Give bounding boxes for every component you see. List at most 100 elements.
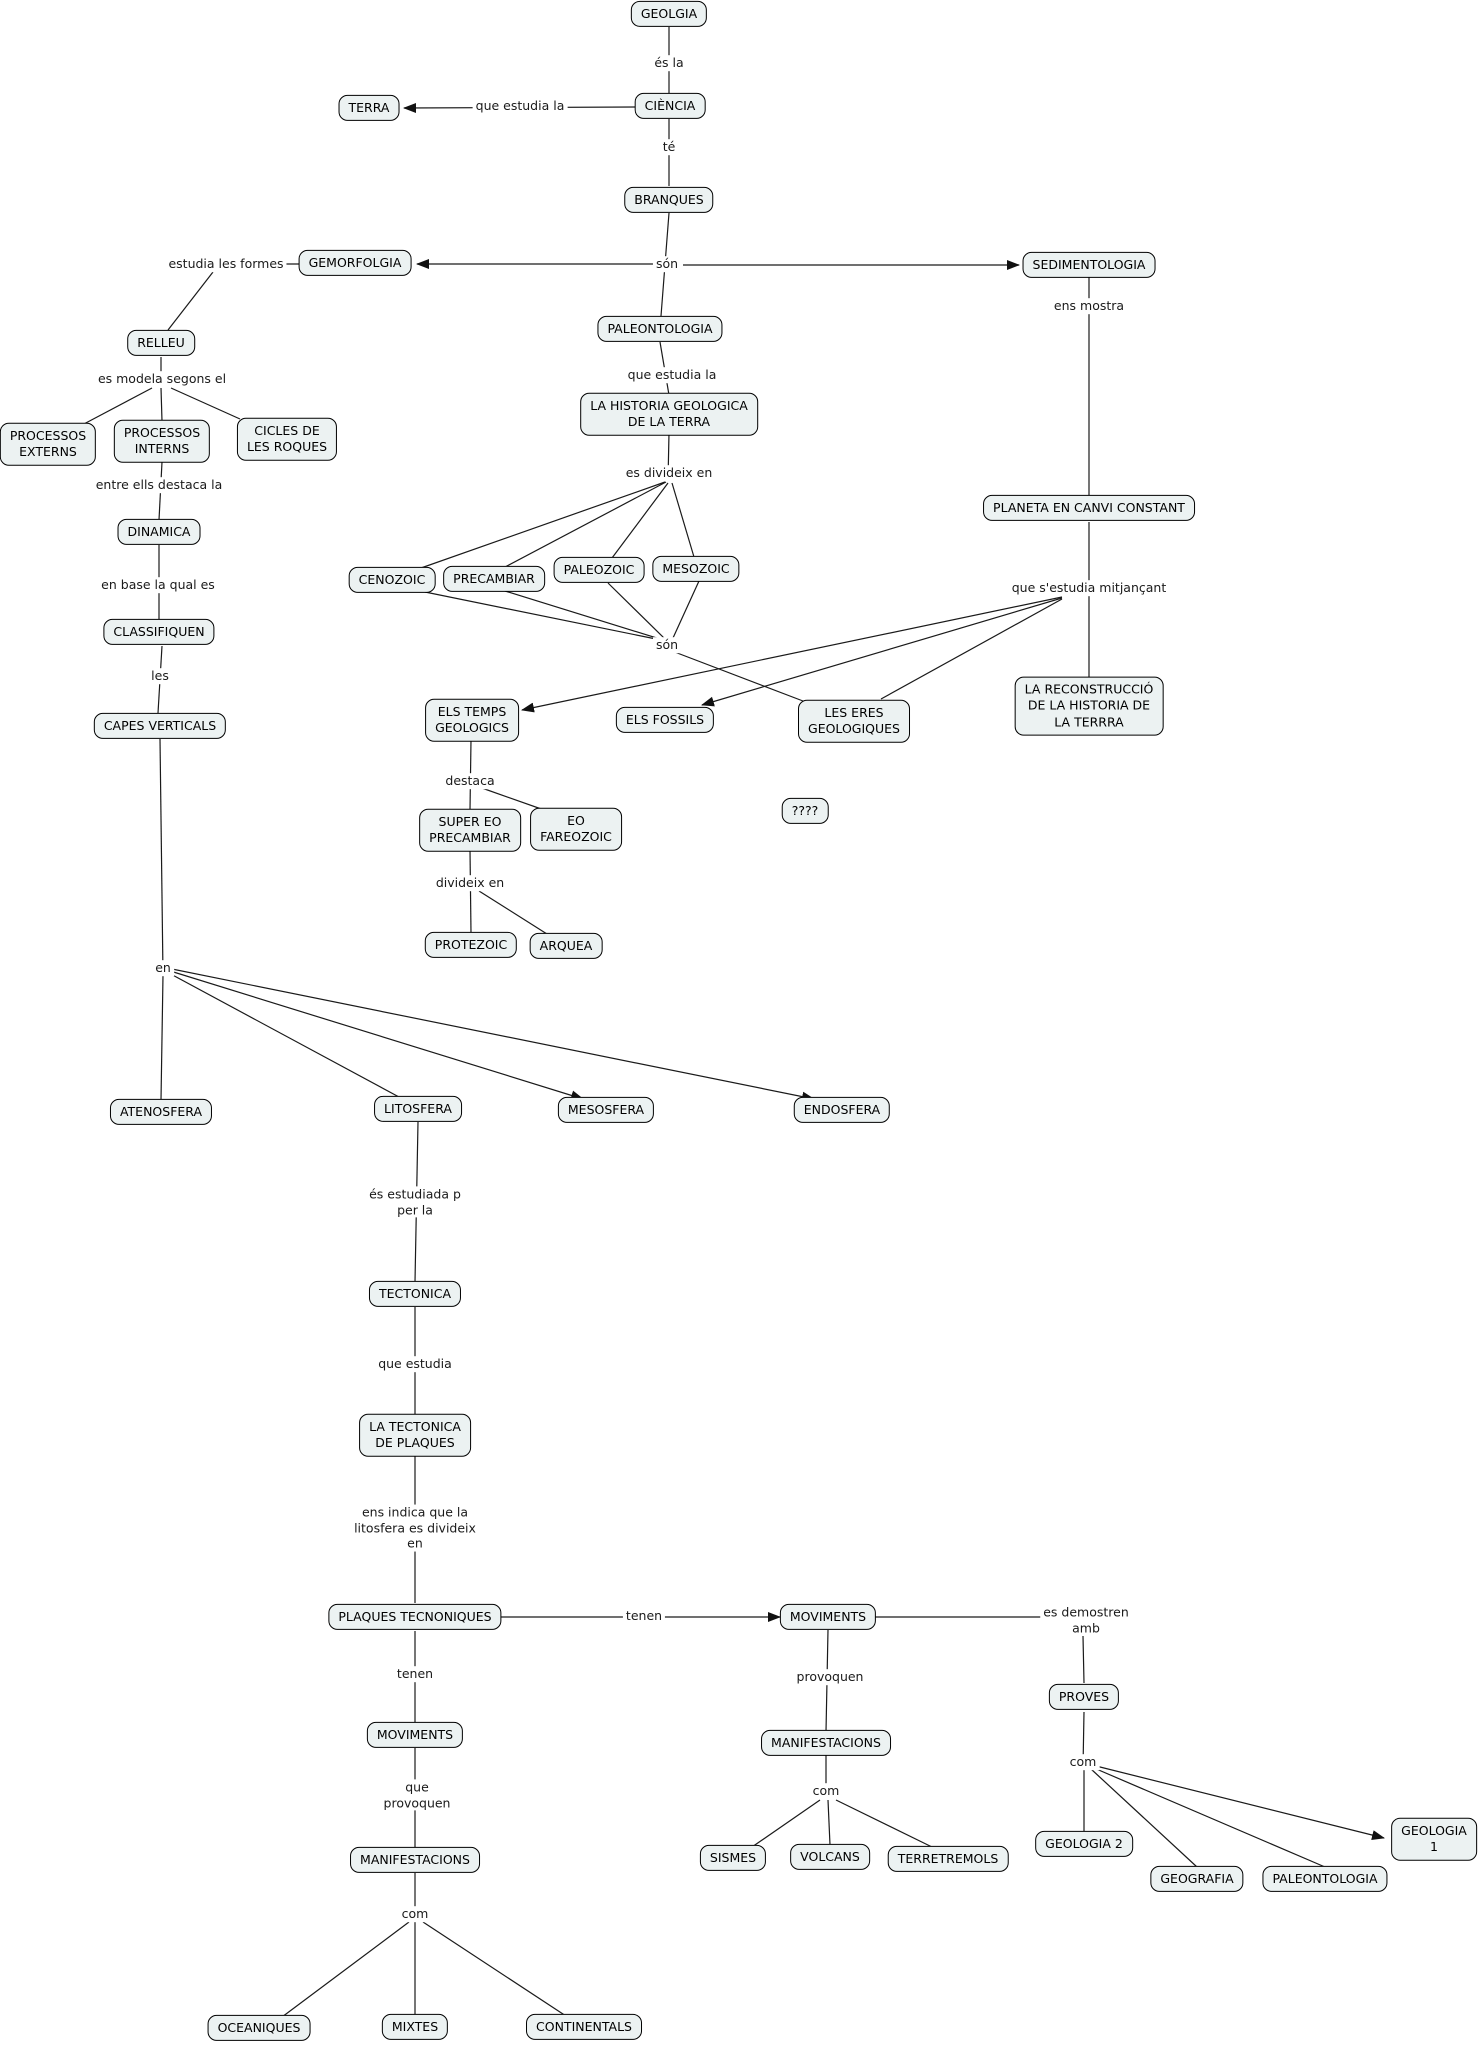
edge-label-en[interactable]: en [152, 960, 174, 976]
node-geolgia[interactable]: GEOLGIA [630, 0, 708, 28]
edge-line [701, 597, 1063, 707]
node-geografia[interactable]: GEOGRAFIA [1150, 1865, 1244, 1893]
edge-label-divideix-en[interactable]: divideix en [432, 875, 508, 891]
node-capes-verticals[interactable]: CAPES VERTICALS [93, 712, 227, 740]
edge-line [160, 387, 163, 422]
node-atenosfera[interactable]: ATENOSFERA [109, 1098, 213, 1126]
edge-label-en-base[interactable]: en base la qual es [98, 577, 218, 593]
edge-line [424, 591, 657, 640]
edge-label-es-demostren[interactable]: es demostren amb [1040, 1604, 1132, 1636]
edge-line [422, 1921, 567, 2017]
node-dinamica[interactable]: DINAMICA [117, 518, 201, 546]
node-cicles-roques[interactable]: CICLES DE LES ROQUES [236, 417, 338, 461]
node-ciencia[interactable]: CIÈNCIA [634, 92, 706, 120]
edge-label-es-modela[interactable]: es modela segons el [94, 371, 230, 387]
node-gemorfolgia[interactable]: GEMORFOLGIA [298, 249, 412, 277]
node-volcans[interactable]: VOLCANS [790, 1843, 870, 1871]
edge-line [1093, 1767, 1326, 1868]
node-plaques-tecnoniques[interactable]: PLAQUES TECNONIQUES [328, 1603, 502, 1631]
node-processos-externs[interactable]: PROCESSOS EXTERNS [0, 422, 97, 466]
node-moviments-esquerra[interactable]: MOVIMENTS [366, 1721, 464, 1749]
node-planeta-canvi[interactable]: PLANETA EN CANVI CONSTANT [983, 494, 1195, 522]
node-mesosfera[interactable]: MESOSFERA [557, 1096, 655, 1124]
node-reconstruccio[interactable]: LA RECONSTRUCCIÓ DE LA HISTORIA DE LA TE… [1014, 676, 1164, 736]
edge-label-es-divideix-en[interactable]: es divideix en [622, 465, 716, 481]
node-endosfera[interactable]: ENDOSFERA [793, 1096, 891, 1124]
edge-label-com-esquerra[interactable]: com [398, 1906, 432, 1922]
edge-label-les[interactable]: les [148, 668, 172, 684]
node-relleu[interactable]: RELLEU [127, 329, 195, 357]
edge-label-te[interactable]: té [659, 139, 679, 155]
edge-line [751, 1799, 821, 1848]
node-oceaniques[interactable]: OCEANIQUES [207, 2014, 311, 2042]
edge-label-que-estudia-la-2[interactable]: que estudia la [624, 367, 720, 383]
edge-label-son-1[interactable]: són [652, 256, 682, 272]
edge-label-que-estudia-3[interactable]: que estudia [375, 1356, 455, 1372]
node-interrogants[interactable]: ???? [781, 797, 829, 825]
edge-line [607, 582, 665, 639]
node-sedimentologia[interactable]: SEDIMENTOLOGIA [1022, 251, 1156, 279]
edge-line [170, 387, 241, 420]
edge-label-estudia-les-formes[interactable]: estudia les formes [165, 256, 287, 272]
edge-line [1095, 1765, 1385, 1840]
node-els-fossils[interactable]: ELS FOSSILS [615, 706, 715, 734]
edge-line [672, 580, 700, 639]
node-cenozoic[interactable]: CENOZOIC [348, 566, 436, 594]
edge-line [611, 482, 669, 559]
node-manifestacions-esq[interactable]: MANIFESTACIONS [350, 1846, 480, 1874]
edge-label-ens-indica[interactable]: ens indica que la litosfera es divideix … [351, 1504, 479, 1552]
edge-line [478, 786, 548, 812]
edge-label-que-estudia-la-1[interactable]: que estudia la [472, 98, 568, 114]
edge-label-entre-ells[interactable]: entre ells destaca la [92, 477, 226, 493]
node-continentals[interactable]: CONTINENTALS [526, 2013, 642, 2041]
node-classifiquen[interactable]: CLASSIFIQUEN [103, 618, 215, 646]
node-historia-geologica[interactable]: LA HISTORIA GEOLOGICA DE LA TERRA [580, 392, 758, 436]
node-els-temps-geologics[interactable]: ELS TEMPS GEOLOGICS [425, 698, 519, 742]
node-paleontologia[interactable]: PALEONTOLOGIA [597, 315, 723, 343]
edge-label-com-mig[interactable]: com [809, 1783, 843, 1799]
edge-label-tenen-vertical[interactable]: tenen [393, 1666, 437, 1682]
node-super-eo-precambiar[interactable]: SUPER EO PRECAMBIAR [419, 808, 521, 852]
node-paleozoic[interactable]: PALEOZOIC [553, 556, 645, 584]
node-terra[interactable]: TERRA [338, 94, 400, 122]
node-litosfera[interactable]: LITOSFERA [374, 1095, 462, 1123]
node-eo-fareozoic[interactable]: EO FAREOZOIC [530, 807, 622, 851]
edge-label-com-dreta[interactable]: com [1066, 1754, 1100, 1770]
edge-line [521, 596, 1063, 713]
node-protezoic[interactable]: PROTEZOIC [424, 931, 518, 959]
edge-label-son-2[interactable]: són [652, 637, 682, 653]
node-proves[interactable]: PROVES [1048, 1683, 1120, 1711]
node-mesozoic[interactable]: MESOZOIC [652, 555, 740, 583]
node-manifestacions-mig[interactable]: MANIFESTACIONS [761, 1729, 891, 1757]
edge-label-destaca[interactable]: destaca [442, 773, 498, 789]
edge-label-que-provoquen[interactable]: que provoquen [380, 1779, 454, 1811]
node-sismes[interactable]: SISMES [699, 1844, 767, 1872]
edge-line [671, 482, 695, 558]
node-mixtes[interactable]: MIXTES [381, 2013, 449, 2041]
node-terretremols[interactable]: TERRETREMOLS [887, 1845, 1009, 1873]
node-tectonica[interactable]: TECTONICA [368, 1280, 462, 1308]
node-tectonica-plaques[interactable]: LA TECTONICA DE PLAQUES [359, 1413, 471, 1457]
edge-line [504, 481, 667, 568]
node-moviments-dreta[interactable]: MOVIMENTS [779, 1603, 877, 1631]
node-branques[interactable]: BRANQUES [624, 186, 714, 214]
edge-line [159, 738, 164, 976]
edge-label-que-s-estudia[interactable]: que s'estudia mitjançant [1008, 580, 1170, 596]
edge-label-provoquen[interactable]: provoquen [793, 1669, 867, 1685]
edge-label-ens-mostra[interactable]: ens mostra [1050, 298, 1128, 314]
node-les-eres-geologiques[interactable]: LES ERES GEOLOGIQUES [798, 699, 910, 743]
edge-line [166, 967, 815, 1102]
edge-label-es-la[interactable]: és la [651, 55, 687, 71]
node-arquea[interactable]: ARQUEA [529, 932, 603, 960]
node-geologia-2[interactable]: GEOLOGIA 2 [1035, 1830, 1133, 1858]
edge-line [160, 974, 164, 1101]
edge-label-tenen-horitzontal[interactable]: tenen [622, 1608, 666, 1624]
node-precambiar[interactable]: PRECAMBIAR [443, 565, 545, 593]
node-geologia-1[interactable]: GEOLOGIA 1 [1391, 1817, 1477, 1861]
node-paleontologia-prova[interactable]: PALEONTOLOGIA [1262, 1865, 1388, 1893]
node-processos-interns[interactable]: PROCESSOS INTERNS [113, 419, 211, 463]
edge-label-es-estudiada[interactable]: és estudiada p per la [366, 1186, 464, 1218]
edge-line [1090, 1768, 1198, 1868]
